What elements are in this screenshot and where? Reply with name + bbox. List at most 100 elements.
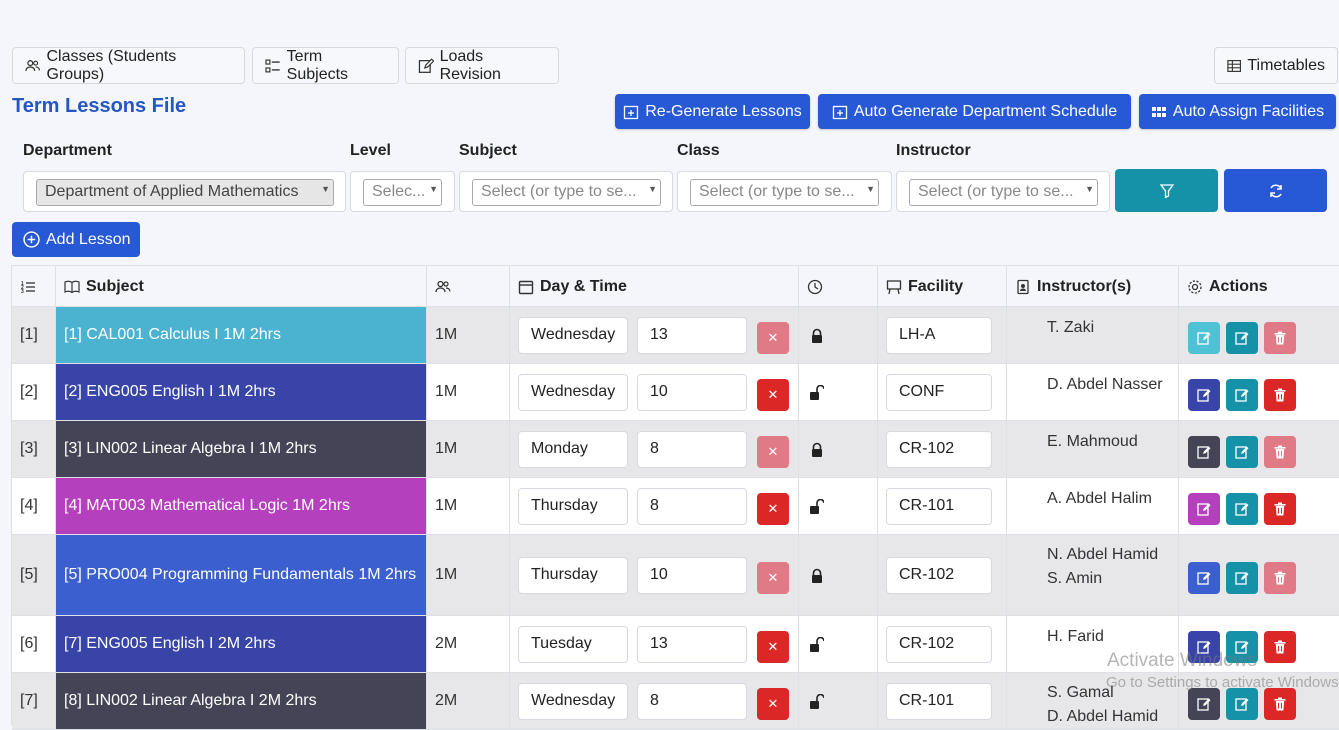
day-input[interactable]: Wednesday bbox=[518, 317, 628, 354]
edit-lesson-button[interactable] bbox=[1188, 631, 1220, 663]
subject-cell[interactable]: [8] LIN002 Linear Algebra I 2M 2hrs bbox=[56, 673, 427, 729]
edit-details-button[interactable] bbox=[1226, 322, 1258, 354]
time-input[interactable]: 8 bbox=[637, 431, 747, 468]
time-input[interactable]: 8 bbox=[637, 488, 747, 525]
unlock-icon[interactable] bbox=[810, 499, 824, 515]
refresh-button[interactable] bbox=[1224, 169, 1327, 212]
add-lesson-button[interactable]: Add Lesson bbox=[12, 222, 140, 257]
tab-timetables-label: Timetables bbox=[1247, 56, 1325, 74]
facility-input[interactable]: CR-101 bbox=[886, 488, 992, 525]
day-input[interactable]: Monday bbox=[518, 431, 628, 468]
instructors-cell: T. Zaki bbox=[1007, 307, 1179, 363]
edit-lesson-button[interactable] bbox=[1188, 688, 1220, 720]
edit-lesson-button[interactable] bbox=[1188, 493, 1220, 525]
instructor-select[interactable]: Select (or type to se... ▼ bbox=[909, 179, 1098, 206]
edit-details-button[interactable] bbox=[1226, 631, 1258, 663]
day-input[interactable]: Wednesday bbox=[518, 683, 628, 720]
day-input[interactable]: Tuesday bbox=[518, 626, 628, 663]
class-cell: 1M bbox=[427, 535, 510, 615]
instructor-label: Instructor bbox=[896, 142, 971, 159]
clear-time-button[interactable]: ✕ bbox=[757, 562, 789, 594]
time-input[interactable]: 8 bbox=[637, 683, 747, 720]
edit-icon bbox=[1235, 698, 1249, 711]
instructor-name: D. Abdel Hamid bbox=[1047, 708, 1159, 725]
facility-input[interactable]: CR-101 bbox=[886, 683, 992, 720]
unlock-icon[interactable] bbox=[810, 385, 824, 401]
facility-input[interactable]: CR-102 bbox=[886, 557, 992, 594]
tab-term-subjects-label: Term Subjects bbox=[286, 47, 349, 83]
edit-icon bbox=[1197, 503, 1211, 516]
delete-lesson-button[interactable] bbox=[1264, 631, 1296, 663]
filter-button[interactable] bbox=[1115, 169, 1218, 212]
class-select[interactable]: Select (or type to se... ▼ bbox=[690, 179, 879, 206]
close-icon: ✕ bbox=[767, 501, 779, 516]
close-icon: ✕ bbox=[767, 639, 779, 654]
auto-assign-label: Auto Assign Facilities bbox=[1172, 102, 1325, 120]
facility-input[interactable]: CONF bbox=[886, 374, 992, 411]
time-input[interactable]: 10 bbox=[637, 374, 747, 411]
facility-input[interactable]: CR-102 bbox=[886, 431, 992, 468]
edit-lesson-button[interactable] bbox=[1188, 436, 1220, 468]
unlock-icon[interactable] bbox=[810, 637, 824, 653]
edit-lesson-button[interactable] bbox=[1188, 322, 1220, 354]
edit-details-button[interactable] bbox=[1226, 436, 1258, 468]
facility-input[interactable]: LH-A bbox=[886, 317, 992, 354]
edit-icon bbox=[418, 57, 434, 73]
delete-lesson-button[interactable] bbox=[1264, 688, 1296, 720]
clear-time-button[interactable]: ✕ bbox=[757, 436, 789, 468]
regenerate-lessons-button[interactable]: Re-Generate Lessons bbox=[615, 94, 810, 129]
edit-details-button[interactable] bbox=[1226, 688, 1258, 720]
list-ol-icon: 123 bbox=[21, 281, 35, 295]
subject-cell[interactable]: [4] MAT003 Mathematical Logic 1M 2hrs bbox=[56, 478, 427, 534]
auto-assign-facilities-button[interactable]: Auto Assign Facilities bbox=[1139, 94, 1336, 129]
actions-cell bbox=[1179, 616, 1339, 672]
subject-cell[interactable]: [1] CAL001 Calculus I 1M 2hrs bbox=[56, 307, 427, 363]
delete-lesson-button[interactable] bbox=[1264, 493, 1296, 525]
lock-cell bbox=[799, 673, 878, 729]
subject-cell[interactable]: [2] ENG005 English I 1M 2hrs bbox=[56, 364, 427, 420]
auto-generate-schedule-button[interactable]: Auto Generate Department Schedule bbox=[818, 94, 1131, 129]
lock-icon[interactable] bbox=[810, 328, 824, 344]
subject-cell[interactable]: [7] ENG005 English I 2M 2hrs bbox=[56, 616, 427, 672]
time-input[interactable]: 13 bbox=[637, 317, 747, 354]
lock-icon[interactable] bbox=[810, 568, 824, 584]
tab-timetables[interactable]: Timetables bbox=[1214, 47, 1338, 84]
gear-icon bbox=[1188, 279, 1202, 294]
delete-lesson-button[interactable] bbox=[1264, 562, 1296, 594]
day-input[interactable]: Wednesday bbox=[518, 374, 628, 411]
tab-classes[interactable]: Classes (Students Groups) bbox=[12, 47, 245, 84]
time-input[interactable]: 13 bbox=[637, 626, 747, 663]
delete-lesson-button[interactable] bbox=[1264, 436, 1296, 468]
tab-loads-revision[interactable]: Loads Revision bbox=[405, 47, 559, 84]
edit-icon bbox=[1197, 641, 1211, 654]
tab-term-subjects[interactable]: Term Subjects bbox=[252, 47, 399, 84]
subject-cell[interactable]: [5] PRO004 Programming Fundamentals 1M 2… bbox=[56, 535, 427, 615]
subject-cell[interactable]: [3] LIN002 Linear Algebra I 1M 2hrs bbox=[56, 421, 427, 477]
clear-time-button[interactable]: ✕ bbox=[757, 631, 789, 663]
lock-cell bbox=[799, 535, 878, 615]
day-input[interactable]: Thursday bbox=[518, 488, 628, 525]
clear-time-button[interactable]: ✕ bbox=[757, 379, 789, 411]
lock-cell bbox=[799, 616, 878, 672]
trash-icon bbox=[1274, 502, 1286, 516]
edit-details-button[interactable] bbox=[1226, 562, 1258, 594]
clear-time-button[interactable]: ✕ bbox=[757, 493, 789, 525]
level-label: Level bbox=[350, 142, 391, 159]
class-select-box: Select (or type to se... ▼ bbox=[677, 171, 892, 212]
edit-details-button[interactable] bbox=[1226, 379, 1258, 411]
clear-time-button[interactable]: ✕ bbox=[757, 688, 789, 720]
edit-lesson-button[interactable] bbox=[1188, 379, 1220, 411]
time-input[interactable]: 10 bbox=[637, 557, 747, 594]
delete-lesson-button[interactable] bbox=[1264, 379, 1296, 411]
edit-details-button[interactable] bbox=[1226, 493, 1258, 525]
subject-select[interactable]: Select (or type to se... ▼ bbox=[472, 179, 661, 206]
lock-icon[interactable] bbox=[810, 442, 824, 458]
department-select[interactable]: Department of Applied Mathematics ▼ bbox=[36, 179, 334, 206]
facility-input[interactable]: CR-102 bbox=[886, 626, 992, 663]
day-input[interactable]: Thursday bbox=[518, 557, 628, 594]
delete-lesson-button[interactable] bbox=[1264, 322, 1296, 354]
edit-lesson-button[interactable] bbox=[1188, 562, 1220, 594]
clear-time-button[interactable]: ✕ bbox=[757, 322, 789, 354]
level-select[interactable]: Selec... ▼ bbox=[363, 179, 442, 206]
unlock-icon[interactable] bbox=[810, 694, 824, 710]
